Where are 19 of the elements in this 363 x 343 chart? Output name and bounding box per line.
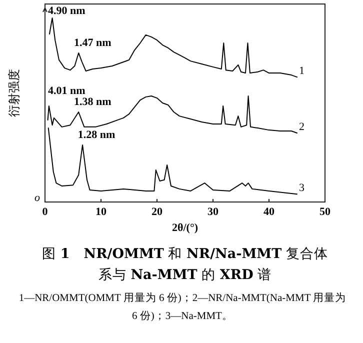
x-tick-label: 40 [264,206,275,218]
x-tick-label: 30 [208,206,219,218]
x-tick-label: 0 [42,206,48,218]
chart-title: 图 1 NR/OMMT 和 NR/Na-MMT 复合体系与 Na-MMT 的 XRD 谱 [42,246,328,283]
annotation: 1.38 nm [74,96,112,108]
annotation: 4.01 nm [48,84,86,97]
annotation: 4.90 nm [48,5,86,17]
series-label: 1 [299,65,304,78]
y-axis-title: 衍射强度 [7,69,21,117]
annotation: 1.28 nm [78,128,116,141]
text: 1—NR/OMMT(OMMT 用量为 6 份)；2—NR/Na-MMT(Na-MMT 用量为 6 份)；3—Na-MMT。 [18,291,348,324]
x-tick-label: 10 [96,206,107,218]
x-tick-label: 50 [320,206,331,218]
series-label: 3 [299,182,305,194]
x-tick-label: 20 [152,206,163,218]
series-label: 2 [299,121,304,133]
annotation: 1.47 nm [74,36,112,49]
text: o [34,192,40,204]
x-axis-title: 2θ/(°) [172,222,198,234]
